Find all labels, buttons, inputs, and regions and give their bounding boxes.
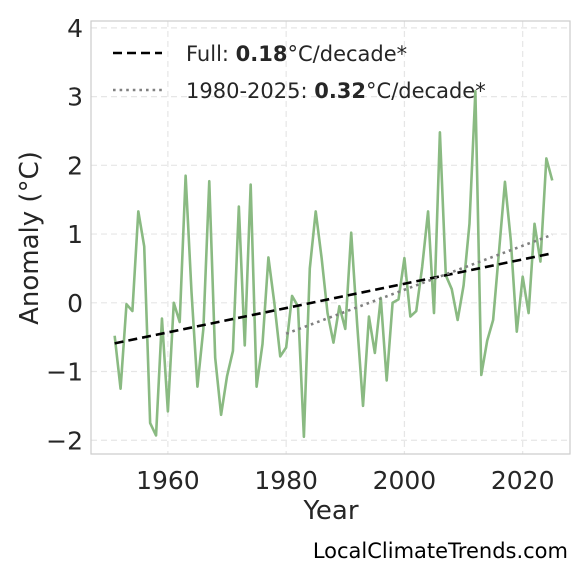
legend-recent-entry: 1980-2025: 0.32°C/decade* (186, 79, 486, 103)
y-tick-label: 3 (67, 83, 83, 112)
annual-anomaly-line (113, 89, 554, 439)
recent-trend-line (285, 233, 553, 335)
plot-frame (90, 20, 571, 455)
y-tick-label: 4 (67, 14, 83, 43)
legend-full-suffix: °C/decade* (288, 42, 408, 66)
watermark: LocalClimateTrends.com (313, 539, 568, 563)
x-tick-label: 1980 (254, 466, 318, 495)
y-tick-label: −1 (46, 358, 83, 387)
legend-recent-rate: 0.32 (314, 79, 366, 103)
series-layer (113, 89, 554, 439)
legend-full-prefix: Full: (186, 42, 236, 66)
y-tick-label: 1 (67, 220, 83, 249)
x-tick-label: 1960 (136, 466, 200, 495)
legend-recent-prefix: 1980-2025: (186, 79, 314, 103)
full-trend-line (114, 252, 553, 345)
tick-labels: 1960 1980 2000 2020 −2 −1 0 1 2 3 4 (46, 14, 554, 495)
legend-full-entry: Full: 0.18°C/decade* (186, 42, 407, 66)
y-tick-label: 2 (67, 151, 83, 180)
x-tick-label: 2000 (373, 466, 437, 495)
plot-background (91, 21, 570, 454)
x-axis-label: Year (302, 496, 358, 526)
grid (91, 21, 570, 454)
y-tick-label: 0 (67, 289, 83, 318)
legend: Full: 0.18°C/decade* 1980-2025: 0.32°C/d… (113, 42, 486, 103)
x-tick-label: 2020 (491, 466, 555, 495)
y-tick-label: −2 (46, 426, 83, 455)
legend-recent-suffix: °C/decade* (366, 79, 486, 103)
y-axis-label: Anomaly (°C) (15, 151, 45, 325)
legend-full-rate: 0.18 (236, 42, 288, 66)
